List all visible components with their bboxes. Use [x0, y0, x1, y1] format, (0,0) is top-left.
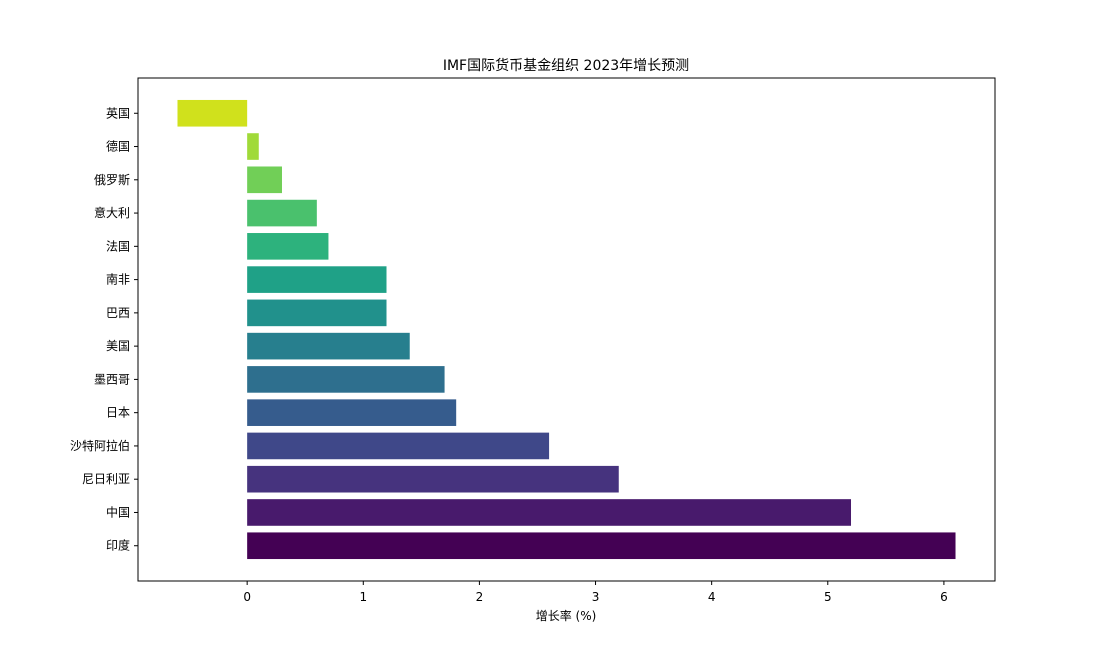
bar-0 [247, 532, 956, 560]
bar-8 [247, 266, 387, 293]
bar-9 [247, 233, 329, 260]
y-tick-label: 法国 [106, 239, 130, 253]
bar-11 [247, 166, 282, 194]
y-tick-label: 意大利 [94, 205, 130, 220]
bars-group [177, 99, 956, 560]
bar-7 [247, 299, 387, 327]
bar-5 [247, 366, 445, 393]
bar-3 [247, 432, 550, 460]
bar-6 [247, 332, 410, 360]
y-tick-label: 英国 [106, 106, 130, 120]
y-tick-label: 南非 [106, 272, 130, 287]
x-tick-label: 0 [243, 590, 251, 604]
plot-frame [137, 77, 996, 582]
chart-title: IMF国际货币基金组织 2023年增长预测 [443, 57, 689, 74]
x-tick-label: 5 [824, 590, 832, 604]
x-axis-label: 增长率 (%) [536, 608, 597, 623]
x-tick-label: 2 [476, 590, 484, 604]
bar-13 [177, 99, 248, 127]
y-tick-label: 巴西 [106, 306, 130, 320]
y-tick-label: 俄罗斯 [94, 173, 130, 187]
y-tick-label: 印度 [106, 538, 130, 553]
x-tick-label: 6 [940, 590, 948, 604]
x-axis: 0 1 2 3 4 5 6 [243, 581, 948, 604]
y-tick-label: 中国 [106, 504, 130, 519]
y-tick-label: 尼日利亚 [82, 472, 130, 486]
bar-12 [247, 133, 259, 160]
y-tick-label: 沙特阿拉伯 [70, 438, 130, 453]
bar-1 [247, 499, 852, 526]
y-tick-label: 德国 [106, 139, 130, 154]
y-tick-label: 日本 [106, 406, 130, 420]
x-tick-label: 1 [359, 590, 367, 604]
y-tick-label: 美国 [106, 339, 130, 353]
y-tick-label: 墨西哥 [94, 372, 130, 386]
y-axis: 印度 中国 尼日利亚 沙特阿拉伯 日本 墨西哥 美国 巴西 南非 法国 意大利 俄罗斯 德国 英国 [70, 106, 138, 553]
bar-4 [247, 399, 457, 426]
x-tick-label: 4 [708, 590, 716, 604]
bar-2 [247, 465, 619, 493]
bar-10 [247, 199, 317, 227]
x-tick-label: 3 [592, 590, 600, 604]
